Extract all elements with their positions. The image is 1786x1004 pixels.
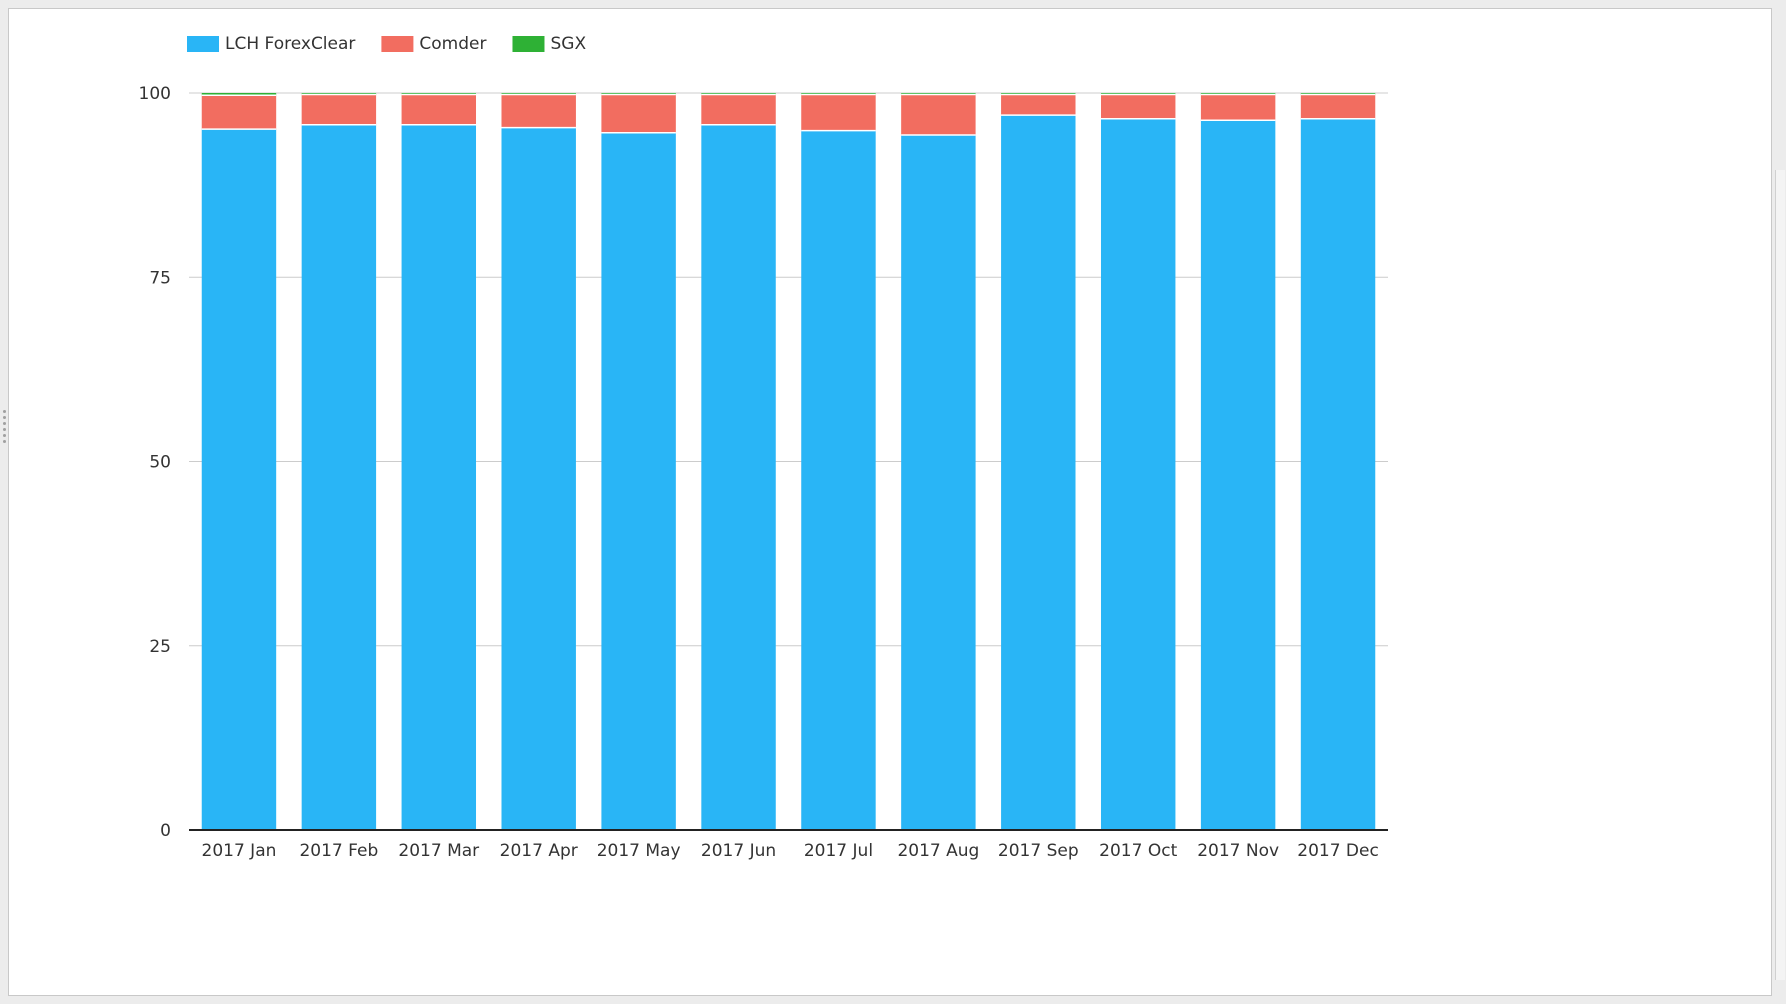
resize-grip-handle[interactable] [1,410,7,450]
bar-comder-11[interactable] [1300,94,1376,119]
bar-comder-3[interactable] [501,94,576,128]
x-tick-label: 2017 Jun [701,841,776,861]
y-tick-label: 50 [149,453,171,473]
x-tick-label: 2017 Jul [804,841,873,861]
legend-item-lch-forexclear[interactable]: LCH ForexClear [187,34,355,54]
y-tick-label: 25 [149,637,171,657]
legend-swatch [512,36,545,52]
x-tick-label: 2017 Feb [299,841,378,861]
chart-panel: 0 25 50 75 100 2017 Jan 2017 Feb 2017 Mar 2017 A… [8,8,1772,996]
x-tick-label: 2017 Nov [1197,841,1279,861]
legend-swatch [381,36,414,52]
bar-comder-1[interactable] [301,94,377,125]
x-tick-label: 2017 Mar [398,841,479,861]
legend-item-sgx[interactable]: SGX [512,34,586,54]
vertical-scrollbar[interactable] [1775,170,1785,980]
gridlines [189,92,1388,647]
bar-lch-forexclear-5[interactable] [701,124,776,831]
bar-comder-4[interactable] [601,94,676,133]
legend-swatch [187,36,219,52]
bar-lch-forexclear-2[interactable] [401,124,477,831]
bar-lch-forexclear-11[interactable] [1300,118,1376,831]
bar-comder-0[interactable] [201,95,277,130]
x-tick-label: 2017 Dec [1297,841,1379,861]
legend-label: Comder [419,34,486,54]
x-tick-label: 2017 Sep [998,841,1079,861]
y-tick-label: 0 [160,821,171,841]
bar-lch-forexclear-9[interactable] [1100,118,1176,831]
bar-comder-6[interactable] [801,94,876,131]
bar-comder-2[interactable] [401,94,477,125]
bar-comder-9[interactable] [1100,94,1176,119]
bars [201,93,1376,831]
bar-comder-8[interactable] [1001,94,1076,116]
x-tick-label: 2017 Aug [897,841,979,861]
bar-comder-5[interactable] [701,94,776,125]
x-tick-label: 2017 May [597,841,681,861]
axes: 0 25 50 75 100 2017 Jan 2017 Feb 2017 Mar 2017 A… [139,84,1388,861]
legend-label: LCH ForexClear [225,34,355,54]
stacked-bar-chart: 0 25 50 75 100 2017 Jan 2017 Feb 2017 Mar 2017 A… [139,34,1388,861]
bar-lch-forexclear-6[interactable] [801,130,876,830]
legend[interactable]: LCH ForexClear Comder SGX [187,34,586,54]
bar-lch-forexclear-7[interactable] [901,135,976,830]
x-tick-label: 2017 Oct [1099,841,1177,861]
bar-lch-forexclear-3[interactable] [501,127,576,831]
legend-item-comder[interactable]: Comder [381,34,486,54]
x-tick-label: 2017 Apr [500,841,578,861]
bar-lch-forexclear-8[interactable] [1001,115,1076,831]
x-tick-label: 2017 Jan [202,841,277,861]
y-tick-label: 100 [139,84,171,104]
bar-sgx-0[interactable] [201,93,277,96]
bar-lch-forexclear-4[interactable] [601,132,676,831]
legend-label: SGX [550,34,586,54]
bar-lch-forexclear-0[interactable] [201,129,277,830]
y-tick-label: 75 [149,268,171,288]
bar-lch-forexclear-10[interactable] [1200,120,1276,831]
bar-comder-7[interactable] [901,94,976,136]
bar-lch-forexclear-1[interactable] [301,124,377,831]
bar-comder-10[interactable] [1200,94,1276,121]
